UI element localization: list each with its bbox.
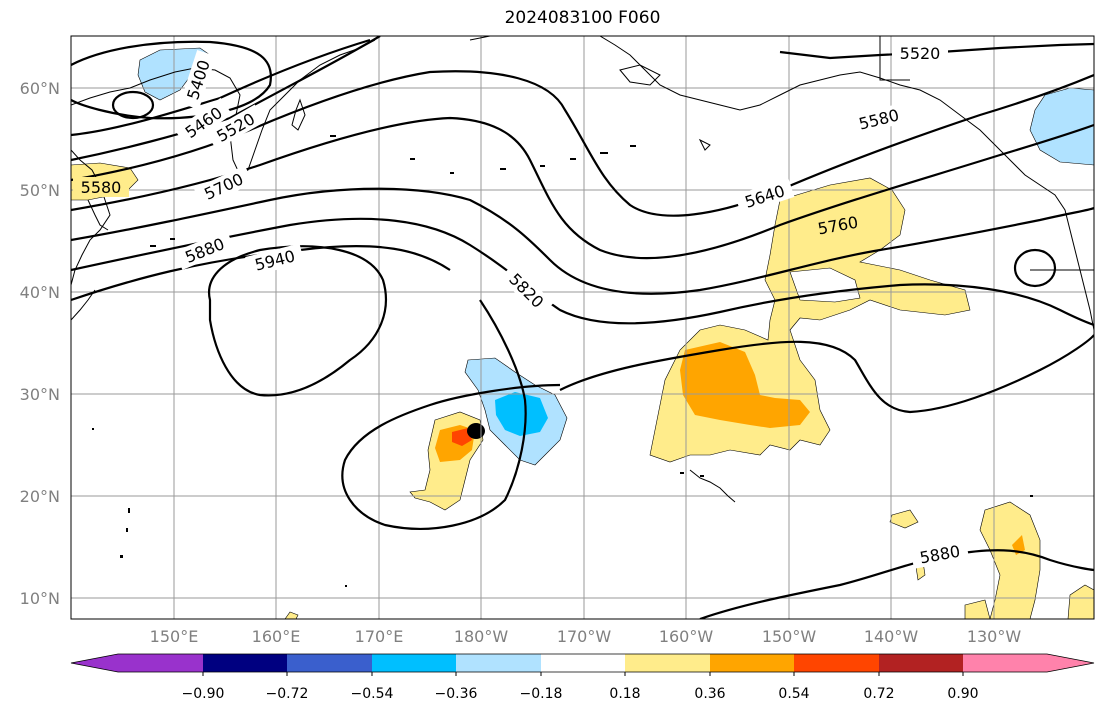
lon-label-170w: 170°W — [557, 627, 612, 646]
colorbar-segment — [372, 654, 456, 672]
colorbar-outline — [70, 653, 1095, 673]
lon-label-150w: 150°W — [762, 627, 817, 646]
lon-label-170e: 170°E — [355, 627, 404, 646]
colorbar-segment — [203, 654, 287, 672]
map-title: 2024083100 F060 — [504, 8, 661, 28]
map-frame — [70, 35, 1095, 620]
graticule — [71, 36, 1094, 619]
lon-label-150e: 150°E — [150, 627, 199, 646]
colorbar-tick-10: 0.90 — [947, 686, 978, 702]
lat-label-10n: 10°N — [20, 589, 60, 608]
colorbar-tick-7: 0.36 — [694, 686, 725, 702]
lon-label-160e: 160°E — [252, 627, 301, 646]
island-chain — [92, 135, 1033, 587]
colorbar-tick-5: −0.18 — [520, 686, 563, 702]
longitude-labels: 150°E 160°E 170°E 180°W 170°W 160°W 150°… — [150, 627, 1022, 646]
lon-label-160w: 160°W — [659, 627, 714, 646]
colorbar-segment — [541, 654, 625, 672]
colorbar-segment — [794, 654, 879, 672]
latitude-labels: 60°N 50°N 40°N 30°N 20°N 10°N — [20, 79, 60, 608]
colorbar-extend-max — [1047, 654, 1094, 672]
lat-label-30n: 30°N — [20, 385, 60, 404]
colorbar-segment — [118, 654, 203, 672]
lat-label-40n: 40°N — [20, 283, 60, 302]
contour-label-5520-ne: 5520 — [900, 44, 941, 63]
colorbar-tick-3: −0.54 — [351, 686, 394, 702]
lat-label-50n: 50°N — [20, 181, 60, 200]
colorbar — [70, 653, 1095, 676]
colorbar-segment — [710, 654, 794, 672]
contour-label-5580-w: 5580 — [81, 178, 122, 197]
colorbar-tick-labels: −0.90 −0.72 −0.54 −0.36 −0.18 0.18 0.36 … — [182, 686, 979, 702]
lon-label-140w: 140°W — [864, 627, 919, 646]
lon-label-130w: 130°W — [967, 627, 1022, 646]
colorbar-tick-2: −0.72 — [266, 686, 309, 702]
colorbar-tick-8: 0.54 — [778, 686, 809, 702]
colorbar-segment — [963, 654, 1047, 672]
colorbar-segment — [879, 654, 963, 672]
colorbar-tick-6: 0.18 — [609, 686, 640, 702]
colorbar-tick-9: 0.72 — [863, 686, 894, 702]
colorbar-extend-min — [71, 654, 118, 672]
colorbar-tick-4: −0.36 — [435, 686, 478, 702]
lat-label-20n: 20°N — [20, 487, 60, 506]
lon-label-180w: 180°W — [454, 627, 509, 646]
colorbar-segment — [456, 654, 541, 672]
lat-label-60n: 60°N — [20, 79, 60, 98]
colorbar-segment — [625, 654, 710, 672]
colorbar-segment — [287, 654, 372, 672]
colorbar-tick-1: −0.90 — [182, 686, 225, 702]
